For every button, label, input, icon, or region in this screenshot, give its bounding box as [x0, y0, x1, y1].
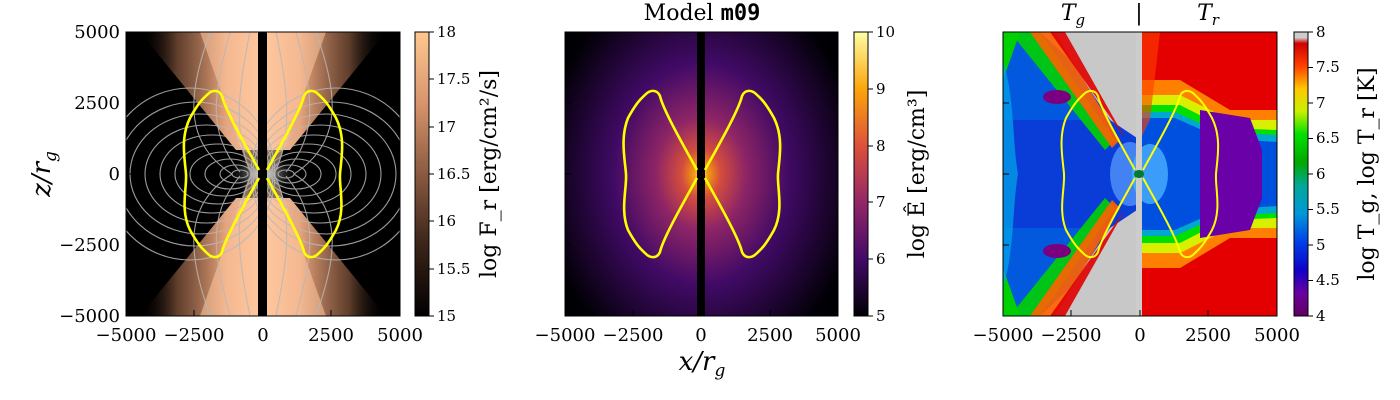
xtick-label: 5000: [815, 325, 861, 346]
colorbar-tick: 6: [1316, 165, 1326, 183]
right-half-label: Tr: [1197, 1, 1220, 29]
colorbar-tick: 7.5: [1316, 58, 1340, 76]
colorbar-left-ticks: [429, 31, 434, 317]
xticks-middle: [564, 31, 839, 317]
colorbar-tick: 8: [1316, 23, 1326, 41]
colorbar-middle-label: log Ê [erg/cm³]: [903, 90, 930, 259]
xtick-label: −2500: [603, 325, 664, 346]
colorbar-left: [414, 31, 430, 317]
colorbar-tick: 17: [437, 118, 456, 136]
axis-mask: [697, 32, 705, 316]
field-lines: [126, 32, 400, 316]
colorbar-tick: 16.5: [437, 165, 470, 183]
colorbar-tick: 5: [1316, 236, 1326, 254]
colorbar-tick: 5.5: [1316, 200, 1340, 218]
xticks-left: [125, 310, 401, 316]
colorbar-tick: 9: [876, 80, 886, 98]
xtick-label: 2500: [747, 325, 793, 346]
colorbar-tick: 6: [876, 250, 886, 268]
half-separator: |: [1135, 1, 1142, 26]
colorbar-middle-ticks: [868, 31, 873, 317]
ytick-label: −5000: [59, 306, 120, 327]
xtick-label: −5000: [96, 325, 157, 346]
heatmap-left: [126, 32, 400, 316]
colorbar-middle: [853, 31, 869, 317]
axis-mask: [258, 32, 267, 316]
photosphere-left: [182, 89, 344, 259]
colorbar-tick: 16: [437, 212, 456, 230]
colorbar-tick: 15.5: [437, 260, 470, 278]
colorbar-tick: 7: [876, 193, 886, 211]
xticks-right: [1002, 31, 1278, 317]
panel-left: −5000 −2500 0 2500 5000 5000 2500 0 −250…: [27, 22, 502, 346]
x-axis-label: x/rg: [679, 347, 726, 381]
colorbar-tick: 15: [437, 307, 456, 325]
colorbar-tick: 6.5: [1316, 129, 1340, 147]
heatmap-right: [1003, 32, 1277, 316]
xtick-label: 2500: [308, 325, 354, 346]
colorbar-left-label: log F_r [erg/cm²/s]: [477, 70, 502, 278]
ytick-label: 0: [109, 164, 120, 185]
photosphere-right: [1060, 89, 1220, 259]
xtick-label: −2500: [1041, 325, 1102, 346]
xtick-label: −5000: [535, 325, 596, 346]
left-half-label: Tg: [1061, 1, 1085, 29]
ytick-label: −2500: [59, 235, 120, 256]
photosphere-middle: [622, 89, 782, 259]
panel-middle: Model m09 −5000 −2500 0 2500 5000 x/rg: [535, 1, 930, 381]
colorbar-tick: 4.5: [1316, 271, 1340, 289]
colorbar-tick: 18: [437, 23, 456, 41]
colorbar-right-ticks: [1308, 31, 1313, 317]
yticks-left: [126, 31, 132, 317]
ytick-label: 2500: [74, 93, 120, 114]
colorbar-tick: 4: [1316, 307, 1326, 325]
y-axis-label: z/rg: [27, 151, 61, 198]
panel-right: Tg | Tr: [973, 1, 1380, 346]
xtick-label: 2500: [1185, 325, 1231, 346]
colorbar-right-label: log T_g, log T_r [K]: [1355, 67, 1380, 280]
colorbar-tick: 10: [876, 23, 895, 41]
xtick-label: 0: [257, 325, 268, 346]
xtick-label: 5000: [1254, 325, 1300, 346]
xtick-label: −2500: [164, 325, 225, 346]
xtick-label: 0: [695, 325, 706, 346]
colorbar-right: [1293, 31, 1309, 317]
xtick-label: 5000: [377, 325, 423, 346]
colorbar-tick: 8: [876, 137, 886, 155]
colorbar-tick: 5: [876, 307, 886, 325]
colorbar-tick: 17.5: [437, 70, 470, 88]
ytick-label: 5000: [74, 22, 120, 43]
heatmap-middle: [565, 32, 838, 316]
xtick-label: −5000: [973, 325, 1034, 346]
figure-title: Model m09: [644, 1, 761, 26]
colorbar-tick: 7: [1316, 94, 1326, 112]
xtick-label: 0: [1134, 325, 1145, 346]
